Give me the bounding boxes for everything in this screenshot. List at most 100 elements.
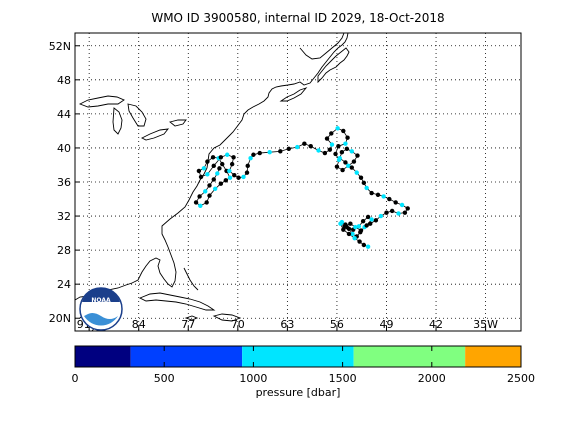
profile-point xyxy=(389,208,395,214)
coastline-labrador xyxy=(299,32,345,60)
profile-point xyxy=(220,161,225,167)
noaa-logo: NOAA xyxy=(79,287,123,331)
profile-point xyxy=(197,194,202,199)
profile-point xyxy=(286,146,291,151)
lake-michigan xyxy=(112,107,123,135)
profile-point xyxy=(231,155,236,160)
profile-point xyxy=(225,152,230,157)
profile-point xyxy=(335,126,340,131)
profile-point xyxy=(340,167,345,173)
profile-point xyxy=(212,186,218,192)
colorbar-tick-label: 500 xyxy=(154,372,175,385)
lat-label: 32 xyxy=(57,210,71,223)
lon-label: 56 xyxy=(330,318,344,331)
profile-point xyxy=(203,189,208,194)
profile-point xyxy=(201,166,207,171)
profile-point xyxy=(348,221,353,226)
coastline-nova-scotia xyxy=(279,87,308,102)
profile-point xyxy=(369,190,374,196)
profile-point xyxy=(361,242,367,248)
longitude-labels: 91W8477706356494235W xyxy=(77,318,498,331)
colorbar-tick-label: 1500 xyxy=(329,372,357,385)
profile-point xyxy=(381,194,386,199)
profile-point xyxy=(227,175,233,180)
coastline-north-america xyxy=(74,32,349,301)
profile-point xyxy=(364,185,369,191)
graticule xyxy=(75,33,521,331)
profile-point xyxy=(360,218,366,224)
profile-point xyxy=(193,200,199,205)
lat-label: 52N xyxy=(49,40,71,53)
profile-point xyxy=(364,223,369,228)
profile-point xyxy=(341,227,346,232)
profile-point xyxy=(345,135,350,140)
profile-point xyxy=(405,206,410,211)
logo-wave xyxy=(84,313,118,326)
profile-point xyxy=(322,150,328,156)
profile-point xyxy=(198,174,204,180)
lake-ontario xyxy=(169,119,187,127)
colorbar-bin xyxy=(130,346,243,367)
profile-point xyxy=(324,136,330,141)
coastline-hispaniola xyxy=(212,313,242,322)
colorbar-tick-label: 1000 xyxy=(239,372,267,385)
profile-point xyxy=(387,196,392,202)
float-trajectory xyxy=(193,126,410,249)
profile-point xyxy=(344,146,350,151)
profile-point xyxy=(341,128,346,134)
profile-point xyxy=(349,165,355,170)
profile-point xyxy=(218,155,224,160)
logo-sky xyxy=(82,288,120,302)
profile-point xyxy=(316,148,321,153)
profile-point xyxy=(396,211,401,216)
lon-label: 70 xyxy=(231,318,245,331)
profile-point xyxy=(248,155,253,161)
profile-point xyxy=(336,144,341,149)
profile-point xyxy=(342,224,347,229)
colorbar-ticks: 0 500 1000 1500 2000 2500 xyxy=(72,346,535,385)
map-frame xyxy=(74,32,522,332)
colorbar: 0 500 1000 1500 2000 2500 pressure [dbar] xyxy=(72,345,535,399)
lon-label: 35W xyxy=(473,318,498,331)
lat-label: 20N xyxy=(49,312,71,325)
profile-point xyxy=(329,142,335,147)
profile-point xyxy=(368,221,373,226)
profile-point xyxy=(210,155,216,160)
profile-point xyxy=(205,172,210,177)
lat-label: 24 xyxy=(57,278,71,291)
profile-point xyxy=(337,155,342,161)
coastline-cuba xyxy=(138,292,216,311)
profile-point xyxy=(207,193,212,198)
lon-label: 63 xyxy=(280,318,294,331)
profile-point xyxy=(339,150,345,155)
coastlines xyxy=(74,32,350,332)
profile-point xyxy=(378,213,384,219)
profile-point xyxy=(198,203,203,209)
colorbar-bin xyxy=(75,346,131,367)
profile-point xyxy=(346,163,351,169)
lon-label: 42 xyxy=(429,318,443,331)
lat-label: 48 xyxy=(57,74,71,87)
colorbar-bin xyxy=(242,346,354,367)
profile-point xyxy=(356,224,362,229)
profile-point xyxy=(373,218,379,223)
profile-point xyxy=(204,200,209,205)
profile-point xyxy=(343,141,348,146)
profile-point xyxy=(302,141,307,146)
lake-erie xyxy=(140,128,170,141)
colorbar-bin xyxy=(465,346,521,367)
colorbar-tick-label: 2000 xyxy=(418,372,446,385)
profile-point xyxy=(346,231,352,237)
profile-point xyxy=(241,174,246,180)
lon-label: 49 xyxy=(379,318,393,331)
profile-point xyxy=(358,228,364,233)
profile-point xyxy=(211,163,216,169)
colorbar-tick-label: 0 xyxy=(72,372,79,385)
profile-point xyxy=(196,168,202,174)
map-background xyxy=(75,33,521,331)
profile-point xyxy=(357,239,362,244)
profile-point xyxy=(375,192,381,197)
lake-superior xyxy=(78,95,125,108)
